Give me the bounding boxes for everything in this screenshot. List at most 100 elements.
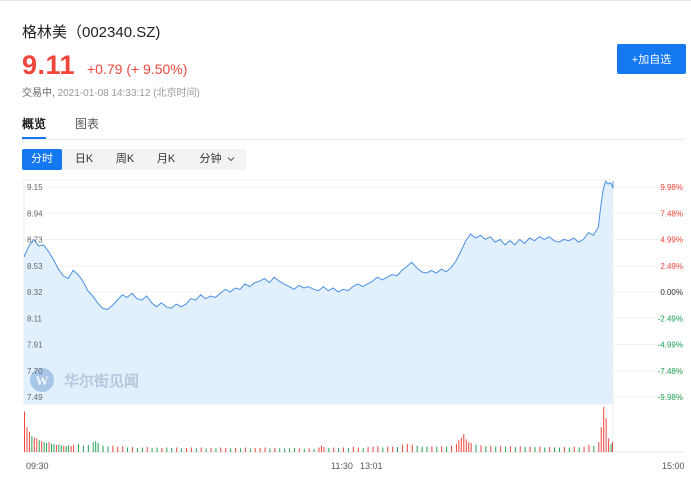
- volume-bar: [605, 418, 607, 452]
- volume-bar: [205, 448, 207, 452]
- volume-bar: [298, 448, 300, 452]
- price-line: [23, 180, 614, 311]
- price-tick-label: 8.94: [27, 209, 43, 218]
- volume-bar: [377, 446, 379, 452]
- volume-bar: [406, 443, 408, 452]
- volume-bar: [308, 448, 310, 452]
- volume-bar: [58, 444, 60, 452]
- volume-bar: [446, 446, 448, 452]
- chevron-down-icon: [227, 157, 234, 162]
- top-border: [0, 0, 691, 1]
- watermark: W 华尔街见闻: [30, 368, 139, 392]
- percent-tick-label: 4.99%: [660, 236, 683, 245]
- volume-bar: [82, 445, 84, 452]
- volume-bar: [465, 439, 467, 452]
- volume-bar: [92, 442, 94, 452]
- trading-status: 交易中, 2021-01-08 14:33:12 (北京时间): [22, 84, 200, 99]
- tab-chart[interactable]: 图表: [75, 117, 100, 131]
- volume-bar: [303, 448, 305, 452]
- volume-bar: [293, 447, 295, 452]
- volume-bar: [382, 447, 384, 452]
- volume-bar: [563, 447, 565, 452]
- volume-bar: [401, 444, 403, 452]
- svg-text:W: W: [36, 373, 49, 388]
- volume-bar: [26, 427, 28, 452]
- volume-bar: [416, 445, 418, 452]
- volume-bar: [107, 446, 109, 452]
- price-tick-label: 8.53: [27, 262, 43, 271]
- volume-bar: [455, 443, 457, 452]
- volume-bar: [166, 447, 168, 452]
- volume-bar: [200, 447, 202, 452]
- volume-bar: [239, 448, 241, 452]
- volume-bar: [357, 447, 359, 452]
- volume-bar: [225, 447, 227, 452]
- period-minute-dropdown[interactable]: 分钟: [188, 149, 244, 170]
- percent-tick-label: -9.98%: [658, 393, 683, 402]
- volume-bar: [127, 447, 129, 452]
- percent-axis: 9.98% 7.48% 4.99% 2.49% 0.00% -2.49% -4.99% -7.…: [658, 183, 683, 402]
- volume-bar: [559, 447, 561, 452]
- active-tab-indicator: [22, 137, 46, 139]
- percent-tick-label: 9.98%: [660, 183, 683, 192]
- volume-bar: [289, 448, 291, 452]
- volume-bar: [43, 442, 45, 452]
- volume-bar: [593, 445, 595, 452]
- period-intraday[interactable]: 分时: [22, 149, 62, 170]
- volume-bar: [230, 448, 232, 452]
- volume-bar: [264, 447, 266, 452]
- add-to-watchlist-button[interactable]: +加自选: [617, 44, 686, 74]
- quote-timestamp: 2021-01-08 14:33:12 (北京时间): [57, 88, 200, 99]
- volume-bar: [274, 447, 276, 452]
- volume-bar: [573, 446, 575, 452]
- volume-bar: [151, 447, 153, 452]
- volume-bar: [431, 446, 433, 452]
- volume-bar: [36, 438, 38, 452]
- volume-bar: [97, 443, 99, 452]
- volume-bar: [171, 447, 173, 452]
- volume-bar: [244, 447, 246, 452]
- price-tick-label: 9.15: [27, 183, 43, 192]
- watermark-text: 华尔街见闻: [64, 372, 139, 390]
- price-area-fill: [24, 181, 613, 404]
- volume-bar: [33, 437, 35, 452]
- volume-bar: [608, 438, 610, 452]
- stock-title: 格林美（002340.SZ): [22, 24, 161, 41]
- price-tick-label: 7.91: [27, 341, 43, 350]
- percent-tick-label: 2.49%: [660, 262, 683, 271]
- volume-bar: [46, 443, 48, 452]
- period-monthly-k[interactable]: 月K: [156, 153, 176, 165]
- volume-bar: [48, 442, 50, 452]
- volume-bar: [87, 444, 89, 452]
- volume-bar: [451, 445, 453, 452]
- volume-bar: [588, 444, 590, 452]
- period-daily-k[interactable]: 日K: [74, 153, 94, 165]
- period-weekly-k[interactable]: 周K: [115, 153, 135, 165]
- volume-bar: [568, 447, 570, 452]
- volume-bar: [343, 447, 345, 452]
- volume-bar: [436, 446, 438, 452]
- volume-bar: [28, 431, 30, 452]
- volume-bar: [470, 443, 472, 452]
- volume-bar: [77, 443, 79, 452]
- volume-bar: [63, 445, 65, 452]
- volume-bar: [411, 444, 413, 452]
- volume-bar: [146, 447, 148, 452]
- volume-bar: [259, 447, 261, 452]
- percent-tick-label: 0.00%: [660, 288, 683, 297]
- volume-bar: [549, 447, 551, 452]
- volume-bar: [112, 445, 114, 452]
- volume-bar: [598, 442, 600, 452]
- volume-bar: [284, 448, 286, 452]
- volume-bar: [367, 447, 369, 452]
- volume-bar: [70, 446, 72, 452]
- tab-overview[interactable]: 概览: [22, 117, 47, 131]
- price-tick-label: 8.73: [27, 236, 43, 245]
- volume-bar: [313, 448, 315, 452]
- volume-bar: [544, 447, 546, 452]
- percent-tick-label: -2.49%: [658, 314, 683, 323]
- volume-bar: [468, 442, 470, 452]
- volume-bar: [249, 448, 251, 452]
- percent-tick-label: 7.48%: [660, 209, 683, 218]
